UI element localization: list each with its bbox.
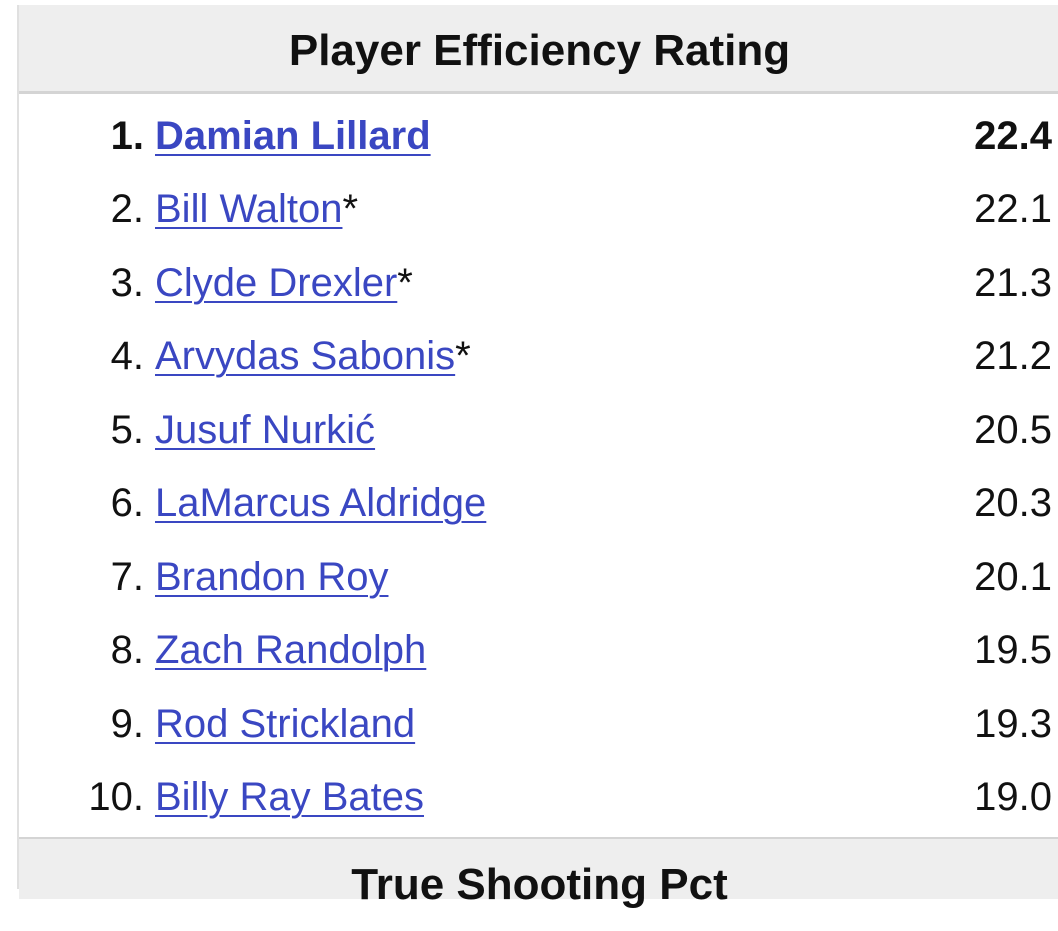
rank-number: 3. — [110, 261, 144, 305]
stat-value: 22.1 — [974, 187, 1052, 231]
rank-number: 5. — [110, 408, 144, 452]
hof-marker: * — [342, 187, 359, 231]
leader-row: 7. Brandon Roy 20.1 — [19, 541, 1058, 614]
player-link[interactable]: Damian Lillard — [155, 114, 431, 158]
player-cell: Bill Walton* — [155, 173, 358, 246]
player-cell: Arvydas Sabonis* — [155, 320, 471, 393]
rank-number: 2. — [110, 187, 144, 231]
leader-row: 5. Jusuf Nurkić 20.5 — [19, 394, 1058, 467]
rank-number: 9. — [110, 702, 144, 746]
player-link[interactable]: Arvydas Sabonis — [155, 334, 456, 378]
rank-number: 10. — [88, 775, 144, 819]
stat-value: 20.5 — [974, 408, 1052, 452]
stat-value: 19.3 — [974, 702, 1052, 746]
leader-row: 2. Bill Walton* 22.1 — [19, 173, 1058, 246]
stat-value: 19.5 — [974, 628, 1052, 672]
rank-number: 7. — [110, 555, 144, 599]
player-link[interactable]: LaMarcus Aldridge — [155, 481, 487, 525]
leader-row: 9. Rod Strickland 19.3 — [19, 688, 1058, 761]
leader-row: 10. Billy Ray Bates 19.0 — [19, 761, 1058, 834]
rank-number: 1. — [110, 114, 144, 158]
player-cell: Damian Lillard — [155, 100, 431, 173]
rank-number: 4. — [110, 334, 144, 378]
hof-marker: * — [455, 334, 471, 378]
leader-row: 4. Arvydas Sabonis* 21.2 — [19, 320, 1058, 393]
player-cell: Zach Randolph — [155, 614, 426, 687]
leader-row: 1. Damian Lillard 22.4 — [19, 100, 1058, 173]
player-link[interactable]: Clyde Drexler — [155, 261, 398, 305]
player-link[interactable]: Brandon Roy — [155, 555, 389, 599]
stat-value: 21.3 — [974, 261, 1052, 305]
player-cell: Brandon Roy — [155, 541, 388, 614]
player-cell: LaMarcus Aldridge — [155, 467, 486, 540]
player-cell: Clyde Drexler* — [155, 247, 413, 320]
player-cell: Jusuf Nurkić — [155, 394, 375, 467]
hof-marker: * — [397, 261, 413, 305]
rank-number: 8. — [110, 628, 144, 672]
player-cell: Rod Strickland — [155, 688, 415, 761]
stat-value: 20.1 — [974, 555, 1052, 599]
rank-number: 6. — [110, 481, 144, 525]
player-link[interactable]: Jusuf Nurkić — [155, 408, 376, 452]
leaders-panel: Player Efficiency Rating 1. Damian Lilla… — [17, 5, 1058, 909]
section-title-per: Player Efficiency Rating — [19, 5, 1058, 94]
stat-value: 20.3 — [974, 481, 1052, 525]
player-link[interactable]: Billy Ray Bates — [155, 775, 424, 819]
player-cell: Billy Ray Bates — [155, 761, 424, 834]
player-link[interactable]: Bill Walton — [155, 187, 343, 231]
player-link[interactable]: Zach Randolph — [155, 628, 427, 672]
stat-value: 22.4 — [974, 114, 1052, 158]
leader-row: 6. LaMarcus Aldridge 20.3 — [19, 467, 1058, 540]
section-title-ts: True Shooting Pct — [19, 837, 1058, 909]
leader-row: 3. Clyde Drexler* 21.3 — [19, 247, 1058, 320]
player-link[interactable]: Rod Strickland — [155, 702, 416, 746]
stat-value: 19.0 — [974, 775, 1052, 819]
leader-row: 8. Zach Randolph 19.5 — [19, 614, 1058, 687]
stat-value: 21.2 — [974, 334, 1052, 378]
